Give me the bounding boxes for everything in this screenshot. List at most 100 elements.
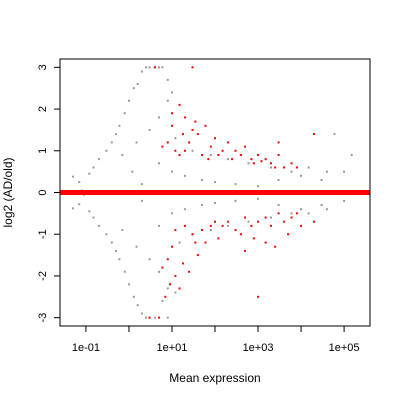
significant-point (257, 295, 260, 298)
non-significant-point (78, 181, 81, 184)
non-significant-point (153, 316, 156, 319)
significant-point (174, 229, 177, 232)
x-tick-label: 1e+05 (329, 342, 360, 354)
non-significant-point (174, 137, 177, 140)
y-tick-label: -2 (37, 271, 49, 281)
significant-point (161, 145, 164, 148)
non-significant-point (201, 178, 204, 181)
significant-point (170, 124, 173, 127)
non-significant-point (140, 183, 143, 186)
significant-point (196, 133, 199, 136)
significant-point (166, 258, 169, 261)
non-significant-point (226, 158, 229, 161)
significant-point (264, 158, 267, 161)
non-significant-point (123, 270, 126, 273)
significant-point (209, 224, 212, 227)
non-significant-point (174, 291, 177, 294)
non-significant-point (145, 66, 148, 69)
significant-point (264, 241, 267, 244)
significant-point (204, 241, 207, 244)
significant-point (161, 266, 164, 269)
significant-point (313, 133, 316, 136)
non-significant-point (247, 162, 250, 165)
x-tick-label: 1e-01 (72, 342, 100, 354)
non-significant-point (114, 249, 117, 252)
non-significant-point (158, 66, 161, 69)
non-significant-point (300, 208, 303, 211)
non-significant-point (234, 183, 237, 186)
non-significant-point (201, 204, 204, 207)
significant-point (148, 316, 151, 319)
non-significant-point (123, 112, 126, 115)
non-significant-point (300, 174, 303, 177)
y-axis-title: log2 (AD/old) (1, 157, 15, 227)
y-tick-label: -3 (37, 313, 49, 323)
non-significant-point (234, 199, 237, 202)
significant-point (209, 145, 212, 148)
significant-point (178, 153, 181, 156)
non-significant-point (209, 229, 212, 232)
x-tick-label: 1e+01 (157, 342, 188, 354)
non-significant-point (183, 174, 186, 177)
significant-point (191, 233, 194, 236)
non-significant-point (110, 241, 113, 244)
non-significant-point (88, 210, 91, 213)
significant-point (231, 158, 234, 161)
non-significant-point (158, 224, 161, 227)
non-significant-point (307, 166, 310, 169)
y-tick-label: 3 (37, 64, 49, 70)
non-significant-point (257, 185, 260, 188)
significant-point (300, 224, 303, 227)
non-significant-point (209, 153, 212, 156)
non-significant-point (166, 78, 169, 81)
non-significant-point (92, 216, 95, 219)
non-significant-point (127, 283, 130, 286)
significant-point (170, 112, 173, 115)
y-tick-label: 0 (37, 189, 49, 195)
significant-point (277, 153, 280, 156)
non-significant-point (325, 208, 328, 211)
significant-point (234, 149, 237, 152)
significant-point (295, 212, 298, 215)
non-significant-point (105, 149, 108, 152)
significant-point (183, 149, 186, 152)
non-significant-point (148, 128, 151, 131)
non-significant-point (290, 212, 293, 215)
significant-point (221, 149, 224, 152)
significant-point (191, 66, 194, 69)
y-tick-label: 1 (37, 148, 49, 154)
significant-point (188, 141, 191, 144)
significant-point (244, 249, 247, 252)
significant-point (191, 128, 194, 131)
non-significant-point (97, 224, 100, 227)
significant-point (194, 120, 197, 123)
significant-point (269, 224, 272, 227)
non-significant-point (269, 166, 272, 169)
significant-point (282, 166, 285, 169)
significant-point (166, 141, 169, 144)
non-significant-point (307, 212, 310, 215)
significant-point (214, 220, 216, 223)
non-significant-point (247, 220, 250, 223)
significant-point (164, 295, 167, 298)
non-significant-point (191, 149, 194, 152)
significant-point (158, 316, 161, 319)
non-significant-point (105, 233, 108, 236)
significant-point (196, 254, 199, 257)
significant-point (250, 224, 253, 227)
significant-point (239, 153, 242, 156)
significant-point (252, 162, 255, 165)
significant-point (244, 216, 247, 219)
significant-point (257, 153, 260, 156)
non-significant-point (121, 229, 124, 232)
significant-point (313, 220, 316, 223)
significant-point (274, 166, 277, 169)
non-significant-point (214, 181, 216, 184)
non-significant-point (325, 170, 328, 173)
non-significant-point (88, 172, 91, 175)
significant-point (264, 216, 267, 219)
significant-point (214, 137, 216, 140)
significant-point (226, 141, 229, 144)
significant-point (183, 116, 186, 119)
significant-point (234, 229, 237, 232)
